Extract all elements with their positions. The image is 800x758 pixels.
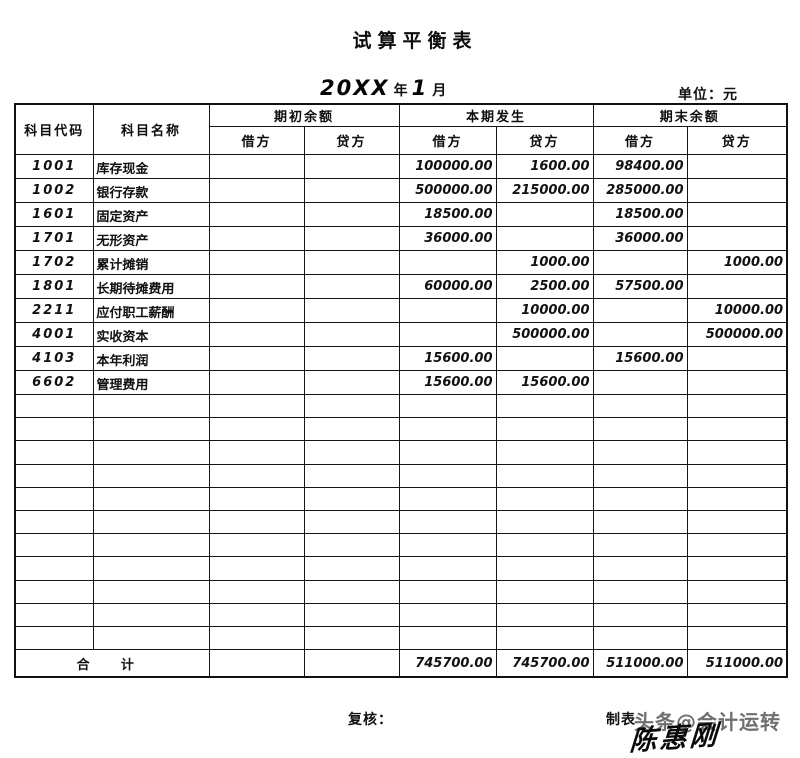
header-current-credit: 贷方	[495, 126, 594, 155]
page-title: 试算平衡表	[352, 31, 478, 52]
account-rows: 1001 库存现金 100000.00 1600.00 98400.00 1002 银行存款…	[14, 154, 788, 651]
header-current-period: 本期发生	[398, 103, 594, 127]
total-label: 合 计	[14, 649, 210, 678]
trial-balance-table: 科目代码 科目名称 期初余额 本期发生 期末余额 借方 贷方 借方 贷方 借方 …	[14, 103, 789, 679]
table-row: 1002 银行存款 500000.00 215000.00 285000.00	[14, 178, 788, 203]
table-row: 1701 无形资产 36000.00 36000.00	[14, 226, 788, 251]
empty-row	[14, 533, 788, 558]
empty-row	[14, 509, 788, 535]
date-month-value: 1	[411, 76, 429, 100]
header-ending-balance: 期末余额	[592, 103, 788, 127]
table-row: 2211 应付职工薪酬 10000.00 10000.00	[14, 298, 788, 323]
table-row: 4001 实收资本 500000.00 500000.00	[14, 322, 788, 347]
watermark-text: 头条@会计运转	[634, 710, 781, 734]
header-opening-credit: 贷方	[303, 126, 400, 155]
header-opening-balance: 期初余额	[208, 103, 400, 127]
header-opening-debit: 借方	[208, 126, 305, 155]
total-opening-credit	[303, 649, 400, 678]
table-row: 1801 长期待摊费用 60000.00 2500.00 57500.00	[14, 274, 788, 299]
total-row: 合 计 745700.00 745700.00 511000.00 511000…	[14, 649, 788, 678]
table-row: 1601 固定资产 18500.00 18500.00	[14, 202, 788, 227]
header-ending-credit: 贷方	[686, 126, 788, 155]
date-line: 20XX 年 1 月	[320, 76, 450, 100]
header-current-debit: 借方	[398, 126, 497, 155]
empty-row	[14, 393, 788, 419]
table-row: 1001 库存现金 100000.00 1600.00 98400.00	[14, 154, 788, 179]
date-year-value: 20XX	[320, 76, 390, 100]
date-year-label: 年	[393, 84, 408, 99]
total-current-credit: 745700.00	[495, 649, 594, 678]
table-row: 4103 本年利润 15600.00 15600.00	[14, 346, 788, 371]
empty-row	[14, 463, 788, 488]
preparer-signature: 陈惠刚	[628, 719, 721, 758]
unit-label: 单位：元	[678, 88, 738, 103]
total-opening-debit	[208, 649, 305, 678]
prepare-label: 制表	[606, 713, 636, 728]
total-current-debit: 745700.00	[398, 649, 497, 678]
empty-row	[14, 556, 788, 581]
total-ending-debit: 511000.00	[592, 649, 688, 678]
empty-row	[14, 579, 788, 604]
empty-row	[14, 602, 788, 627]
date-month-label: 月	[432, 84, 447, 99]
empty-row	[14, 486, 788, 511]
empty-row	[14, 440, 788, 465]
header-account-name: 科目名称	[92, 103, 210, 155]
review-label: 复核：	[348, 713, 393, 728]
table-row: 1702 累计摊销 1000.00 1000.00	[14, 250, 788, 275]
empty-row	[14, 625, 788, 651]
empty-row	[14, 417, 788, 442]
header-account-code: 科目代码	[14, 103, 94, 155]
header-ending-debit: 借方	[592, 126, 688, 155]
total-ending-credit: 511000.00	[686, 649, 788, 678]
table-row: 6602 管理费用 15600.00 15600.00	[14, 370, 788, 395]
